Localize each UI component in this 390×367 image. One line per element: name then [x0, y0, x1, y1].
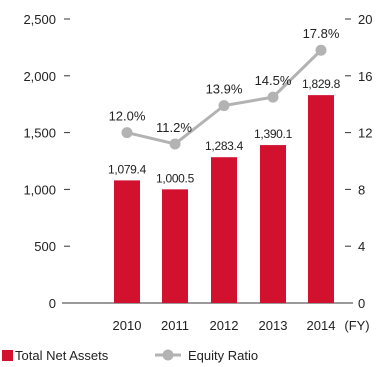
- line-point: [218, 100, 230, 112]
- y-right-tick-label: 20: [358, 12, 372, 27]
- line-point: [315, 44, 327, 56]
- bar: [260, 145, 286, 303]
- bar-value-label: 1,000.5: [156, 171, 195, 185]
- y-right-tick-label: 12: [358, 126, 372, 141]
- line-series: [121, 44, 327, 150]
- legend-line-label: Equity Ratio: [188, 348, 258, 363]
- line-value-label: 12.0%: [109, 109, 146, 124]
- x-axis-unit: (FY): [344, 318, 369, 333]
- legend-bar-swatch: [2, 350, 13, 361]
- bar-value-label: 1,829.8: [302, 77, 341, 91]
- x-tick-label: 2014: [307, 318, 336, 333]
- legend-line-marker: [162, 349, 174, 361]
- y-left-tick-label: 2,000: [23, 69, 56, 84]
- data-labels: 1,079.4 1,000.5 1,283.4 1,390.1 1,829.8 12.0%…: [108, 26, 341, 185]
- legend: Total Net Assets Equity Ratio: [2, 348, 258, 363]
- line-value-label: 17.8%: [303, 26, 340, 41]
- legend-bar-label: Total Net Assets: [15, 348, 109, 363]
- bar-value-label: 1,079.4: [108, 162, 147, 176]
- y-left-tick-label: 0: [49, 296, 56, 311]
- axes: 0 500 1,000 1,500 2,000 2,500 0 4 8 12 16 20 2010 201…: [23, 12, 372, 333]
- bar: [308, 95, 334, 303]
- bar: [162, 189, 188, 303]
- x-tick-label: 2010: [113, 318, 142, 333]
- y-right-tick-label: 8: [358, 182, 365, 197]
- bar-value-label: 1,283.4: [205, 139, 244, 153]
- y-left-tick-label: 2,500: [23, 12, 56, 27]
- line-point: [267, 91, 279, 103]
- y-right-tick-label: 0: [358, 296, 365, 311]
- y-left-tick-label: 1,500: [23, 126, 56, 141]
- bar-value-label: 1,390.1: [254, 127, 293, 141]
- x-tick-label: 2011: [161, 318, 189, 333]
- bar-series: [114, 95, 334, 303]
- line-value-label: 13.9%: [206, 82, 243, 97]
- line-point: [121, 127, 133, 139]
- line-value-label: 11.2%: [156, 120, 192, 135]
- y-left-tick-label: 1,000: [23, 182, 56, 197]
- x-tick-label: 2013: [259, 318, 288, 333]
- line-point: [169, 138, 181, 150]
- bar: [211, 157, 237, 303]
- y-left-tick-label: 500: [34, 239, 56, 254]
- x-tick-label: 2012: [210, 318, 239, 333]
- y-right-tick-label: 16: [358, 69, 372, 84]
- y-right-tick-label: 4: [358, 239, 365, 254]
- line-value-label: 14.5%: [255, 73, 292, 88]
- bar: [114, 180, 140, 303]
